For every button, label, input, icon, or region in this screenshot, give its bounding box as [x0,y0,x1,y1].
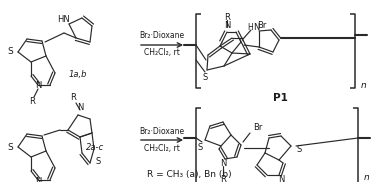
Text: N: N [224,21,230,29]
Text: R: R [29,98,35,106]
Text: n: n [361,82,367,90]
Text: R: R [224,13,230,21]
Text: N: N [220,159,226,169]
Text: N: N [77,104,83,112]
Text: N: N [35,177,41,182]
Text: Br: Br [253,124,262,132]
Text: S: S [7,48,13,56]
Text: P1: P1 [273,93,287,103]
Text: 1a,b: 1a,b [69,70,87,78]
Text: S: S [95,157,101,167]
Text: Br₂·Dioxane: Br₂·Dioxane [139,126,184,136]
Text: N: N [253,23,259,31]
Text: R: R [220,175,226,182]
Text: S: S [202,74,208,82]
Text: N: N [278,175,284,182]
Text: S: S [197,143,203,153]
Text: Br₂·Dioxane: Br₂·Dioxane [139,31,184,41]
Text: HN: HN [57,15,70,23]
Text: H: H [247,23,253,31]
Text: R: R [70,94,76,102]
Text: 2a-c: 2a-c [86,143,104,153]
Text: S: S [296,145,302,155]
Text: R = CH₃ (a), Bn (b): R = CH₃ (a), Bn (b) [147,169,231,179]
Text: Br: Br [257,21,266,29]
Text: N: N [35,82,41,90]
Text: CH₂Cl₂, rt: CH₂Cl₂, rt [144,48,180,58]
Text: n: n [364,173,370,182]
Text: S: S [7,143,13,151]
Text: CH₂Cl₂, rt: CH₂Cl₂, rt [144,143,180,153]
